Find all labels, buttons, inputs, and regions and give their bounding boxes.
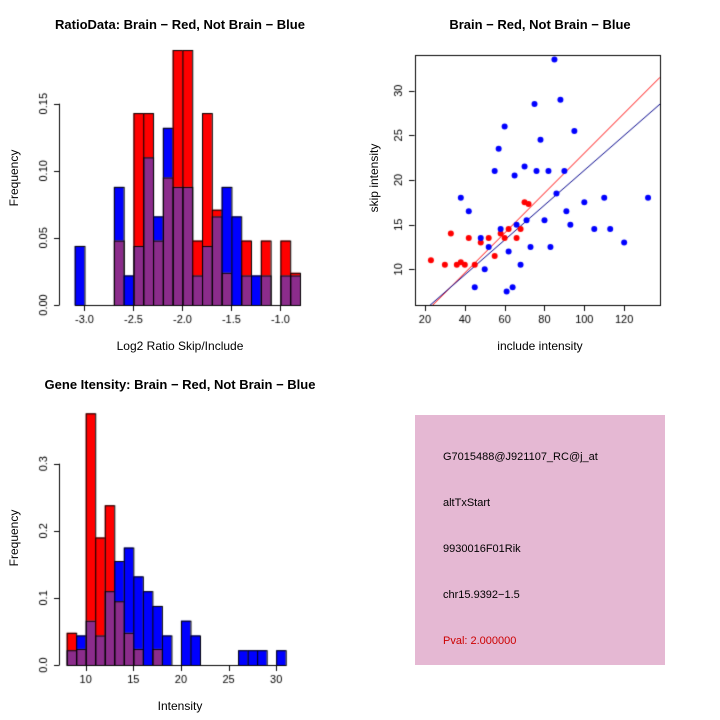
gene-intensity-histogram-canvas xyxy=(0,360,360,720)
ratio-histogram-xlabel: Log2 Ratio Skip/Include xyxy=(116,339,244,353)
intensity-scatter-ylabel: skip intensity xyxy=(367,143,381,213)
intensity-scatter-xlabel: include intensity xyxy=(497,339,583,353)
ratio-histogram-ylabel: Frequency xyxy=(7,149,21,207)
info-pval: Pval: 2.000000 xyxy=(443,635,517,647)
panel-ratio-histogram: RatioData: Brain − Red, Not Brain − Blue… xyxy=(0,0,360,360)
panel-intensity-scatter: Brain − Red, Not Brain − Blue include in… xyxy=(360,0,720,360)
info-locus: chr15.9392−1.5 xyxy=(443,589,520,601)
info-gene-symbol: 9930016F01Rik xyxy=(443,543,521,555)
panel-info: G7015488@J921107_RC@j_at altTxStart 9930… xyxy=(360,360,720,720)
info-event-type: altTxStart xyxy=(443,497,491,509)
gene-intensity-histogram-title: Gene Itensity: Brain − Red, Not Brain − … xyxy=(44,377,316,392)
ratio-histogram-canvas xyxy=(0,0,360,360)
ratio-histogram-title: RatioData: Brain − Red, Not Brain − Blue xyxy=(55,17,305,32)
gene-intensity-histogram-ylabel: Frequency xyxy=(7,509,21,567)
intensity-scatter-canvas xyxy=(360,0,720,360)
info-box: G7015488@J921107_RC@j_at altTxStart 9930… xyxy=(415,415,665,665)
gene-intensity-histogram-xlabel: Intensity xyxy=(157,699,203,713)
panel-gene-intensity-histogram: Gene Itensity: Brain − Red, Not Brain − … xyxy=(0,360,360,720)
info-probe-id: G7015488@J921107_RC@j_at xyxy=(443,451,598,463)
intensity-scatter-title: Brain − Red, Not Brain − Blue xyxy=(449,17,631,32)
